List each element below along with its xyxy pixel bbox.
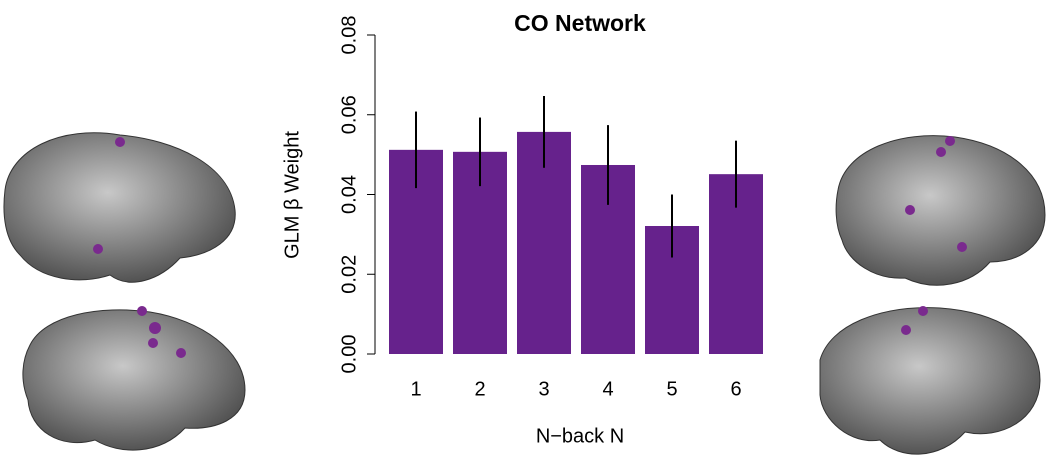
x-axis-label: N−back N <box>536 425 624 447</box>
brain-images-left <box>3 132 246 451</box>
bar <box>517 131 571 354</box>
x-tick-label: 2 <box>474 378 485 400</box>
y-tick-label: 0.06 <box>338 95 360 134</box>
x-tick-label: 4 <box>602 378 613 400</box>
y-tick-label: 0.08 <box>338 16 360 55</box>
x-tick-label: 1 <box>410 378 421 400</box>
x-tick-label: 6 <box>730 378 741 400</box>
y-axis-label: GLM β Weight <box>281 131 303 259</box>
x-tick-label: 3 <box>538 378 549 400</box>
x-tick-label: 5 <box>666 378 677 400</box>
y-tick-label: 0.04 <box>338 175 360 214</box>
y-tick-label: 0.00 <box>338 335 360 374</box>
chart-title: CO Network <box>514 10 646 36</box>
brain-images-right <box>819 135 1046 455</box>
y-tick-label: 0.02 <box>338 255 360 294</box>
